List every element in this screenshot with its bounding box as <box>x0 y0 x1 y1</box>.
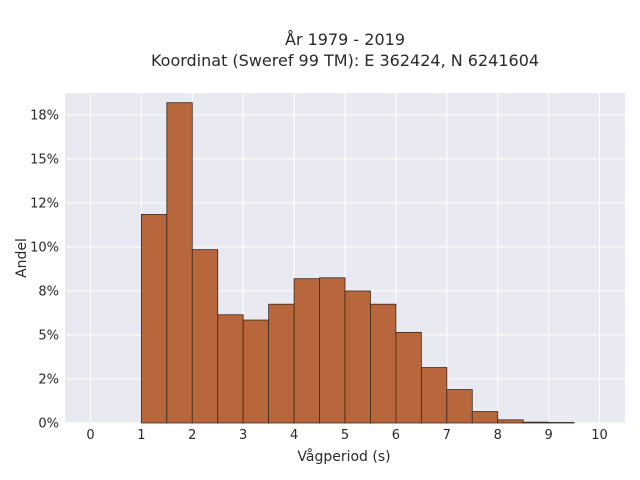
x-tick-label: 4 <box>290 428 298 443</box>
x-tick-label: 7 <box>443 428 451 443</box>
x-axis-ticks: 0 1 2 3 4 5 6 7 8 9 10 <box>86 428 608 443</box>
histogram-bar <box>395 331 422 424</box>
y-tick-label: 8% <box>38 285 59 300</box>
y-tick-label: 2% <box>38 373 59 388</box>
y-tick-label: 0% <box>38 417 59 432</box>
x-tick-label: 5 <box>341 428 349 443</box>
x-axis-label: Vågperiod (s) <box>297 448 390 465</box>
histogram-bar <box>319 277 346 424</box>
histogram-bar <box>217 314 244 424</box>
histogram-bar <box>471 411 499 424</box>
x-tick-label: 3 <box>239 428 247 443</box>
histogram-bar <box>522 421 550 424</box>
x-tick-label: 10 <box>591 428 608 443</box>
histogram-bar <box>166 102 193 424</box>
histogram-bar <box>344 290 371 424</box>
x-tick-label: 8 <box>494 428 502 443</box>
y-tick-label: 12% <box>30 197 59 212</box>
y-tick-label: 5% <box>38 329 59 344</box>
y-axis-label: Andel <box>14 238 30 278</box>
histogram-bar <box>140 214 168 424</box>
histogram-bar <box>370 303 397 424</box>
y-tick-label: 15% <box>30 153 59 168</box>
histogram-bar <box>420 367 448 424</box>
x-tick-label: 6 <box>392 428 400 443</box>
x-tick-label: 2 <box>188 428 196 443</box>
histogram-bar <box>242 319 270 424</box>
histogram-bar <box>446 389 473 424</box>
chart-title-line-2: Koordinat (Sweref 99 TM): E 362424, N 62… <box>151 51 539 70</box>
x-tick-label: 0 <box>86 428 94 443</box>
bars <box>140 102 575 424</box>
histogram-bar <box>191 249 219 424</box>
histogram-bar <box>293 278 320 424</box>
histogram-bar <box>268 303 295 424</box>
x-tick-label: 9 <box>544 428 552 443</box>
histogram-bar <box>548 422 575 424</box>
histogram-bar <box>497 419 524 424</box>
y-tick-label: 18% <box>30 109 59 124</box>
y-tick-label: 10% <box>30 241 59 256</box>
y-axis-ticks: 0% 2% 5% 8% 10% 12% 15% 18% <box>30 109 59 432</box>
chart-title-line-1: År 1979 - 2019 <box>285 30 405 49</box>
x-tick-label: 1 <box>137 428 145 443</box>
